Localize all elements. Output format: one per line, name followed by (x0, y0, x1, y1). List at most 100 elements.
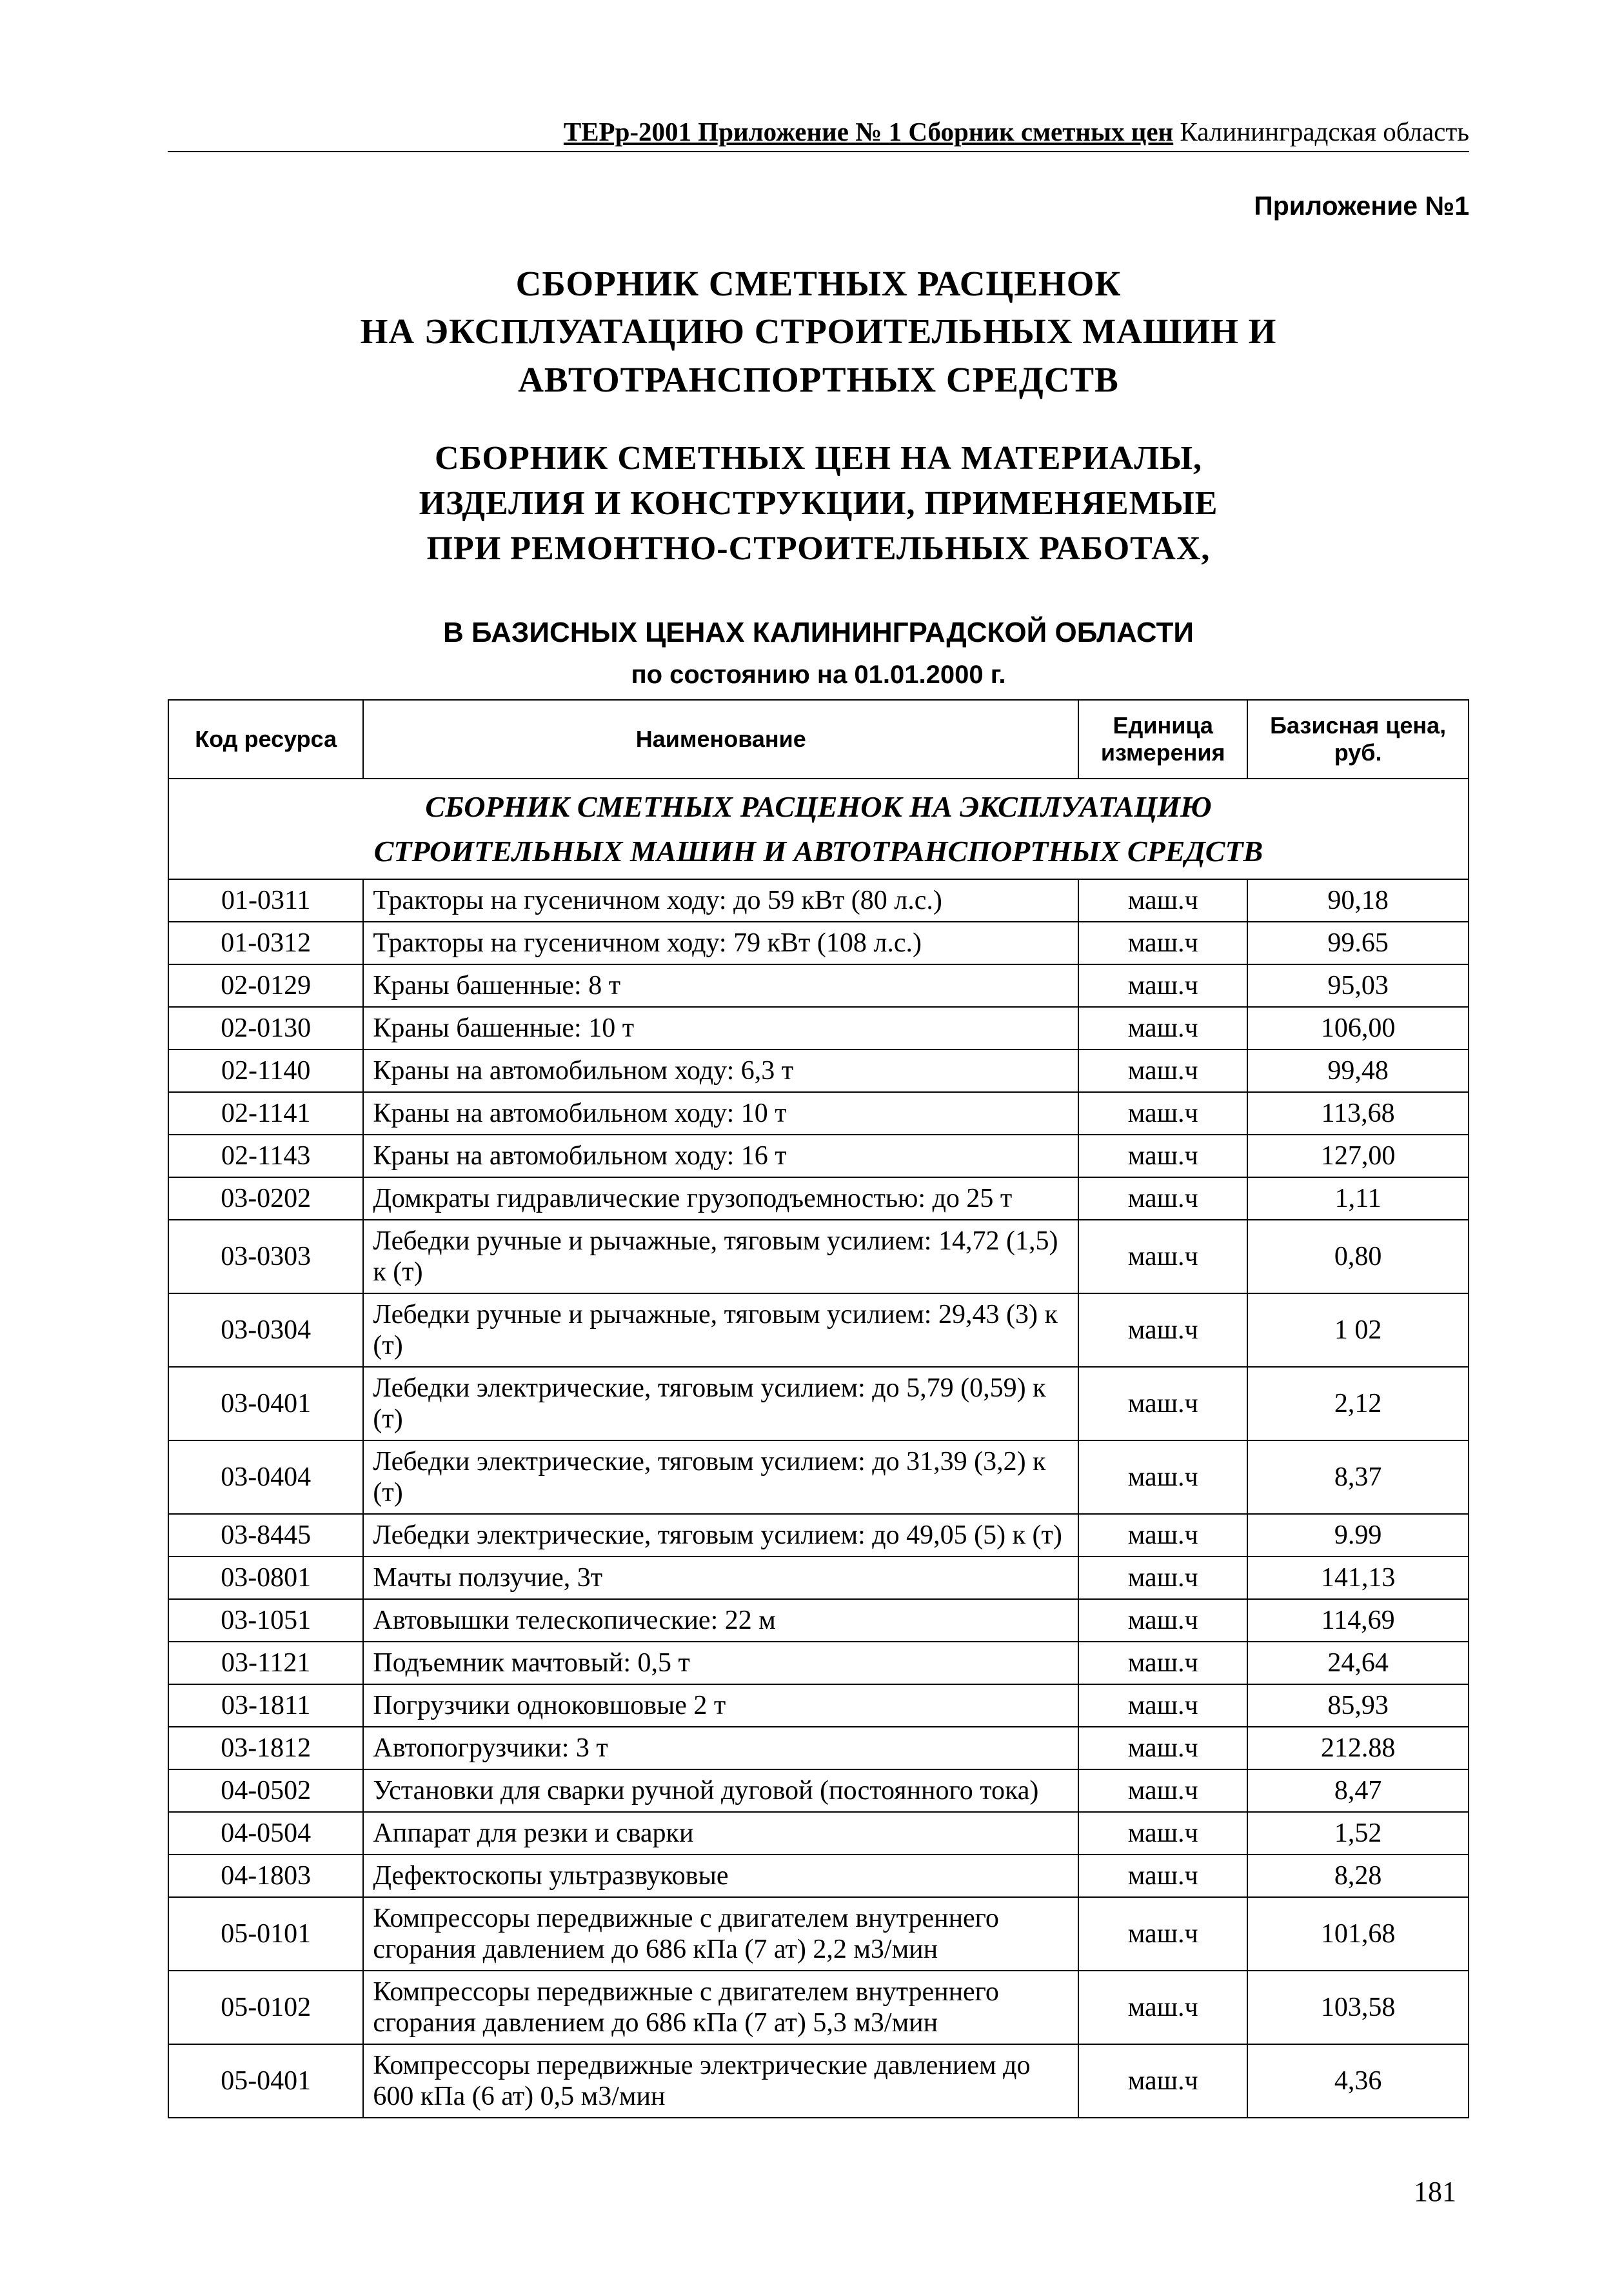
table-row: 02-1140Краны на автомобильном ходу: 6,3 … (168, 1050, 1469, 1092)
cell-code: 02-1140 (168, 1050, 363, 1092)
title2-line2: ИЗДЕЛИЯ И КОНСТРУКЦИИ, ПРИМЕНЯЕМЫЕ (168, 481, 1469, 526)
table-row: 03-1811Погрузчики одноковшовые 2 тмаш.ч8… (168, 1684, 1469, 1727)
cell-code: 03-0401 (168, 1367, 363, 1440)
cell-code: 02-0130 (168, 1007, 363, 1050)
table-row: 02-0129Краны башенные: 8 тмаш.ч95,03 (168, 964, 1469, 1007)
cell-name: Краны башенные: 10 т (363, 1007, 1078, 1050)
cell-name: Лебедки ручные и рычажные, тяговым усили… (363, 1220, 1078, 1293)
cell-name: Автопогрузчики: 3 т (363, 1727, 1078, 1769)
cell-unit: маш.ч (1078, 1092, 1247, 1135)
table-row: 03-0401Лебедки электрические, тяговым ус… (168, 1367, 1469, 1440)
cell-code: 03-1811 (168, 1684, 363, 1727)
cell-price: 141,13 (1247, 1557, 1469, 1599)
cell-unit: маш.ч (1078, 1727, 1247, 1769)
table-row: 02-0130Краны башенные: 10 тмаш.ч106,00 (168, 1007, 1469, 1050)
cell-unit: маш.ч (1078, 1599, 1247, 1642)
cell-name: Лебедки электрические, тяговым усилием: … (363, 1514, 1078, 1557)
col-code-header: Код ресурса (168, 700, 363, 779)
document-page: ТЕРр-2001 Приложение № 1 Сборник сметных… (0, 0, 1624, 2279)
table-row: 03-0202Домкраты гидравлические грузоподъ… (168, 1177, 1469, 1220)
cell-name: Лебедки электрические, тяговым усилием: … (363, 1367, 1078, 1440)
cell-name: Краны башенные: 8 т (363, 964, 1078, 1007)
cell-unit: маш.ч (1078, 1293, 1247, 1367)
cell-code: 04-0502 (168, 1769, 363, 1812)
table-row: 03-1812Автопогрузчики: 3 тмаш.ч212.88 (168, 1727, 1469, 1769)
header-plain: Калининградская область (1173, 117, 1469, 146)
cell-price: 99,48 (1247, 1050, 1469, 1092)
cell-code: 03-0404 (168, 1440, 363, 1514)
cell-unit: маш.ч (1078, 1367, 1247, 1440)
page-number: 181 (1414, 2175, 1456, 2208)
cell-price: 95,03 (1247, 964, 1469, 1007)
cell-price: 113,68 (1247, 1092, 1469, 1135)
table-row: 05-0401Компрессоры передвижные электриче… (168, 2044, 1469, 2118)
table-row: 05-0101Компрессоры передвижные с двигате… (168, 1897, 1469, 1971)
cell-price: 212.88 (1247, 1727, 1469, 1769)
cell-price: 8,28 (1247, 1855, 1469, 1897)
cell-unit: маш.ч (1078, 1971, 1247, 2044)
table-row: 03-0304Лебедки ручные и рычажные, тяговы… (168, 1293, 1469, 1367)
cell-unit: маш.ч (1078, 1007, 1247, 1050)
title1-line2: НА ЭКСПЛУАТАЦИЮ СТРОИТЕЛЬНЫХ МАШИН И (168, 308, 1469, 355)
cell-price: 0,80 (1247, 1220, 1469, 1293)
cell-price: 1,52 (1247, 1812, 1469, 1855)
table-row: 05-0102Компрессоры передвижные с двигате… (168, 1971, 1469, 2044)
cell-code: 02-0129 (168, 964, 363, 1007)
cell-name: Краны на автомобильном ходу: 6,3 т (363, 1050, 1078, 1092)
cell-unit: маш.ч (1078, 1177, 1247, 1220)
table-header-row: Код ресурса Наименование Единица измерен… (168, 700, 1469, 779)
subtitle: СБОРНИК СМЕТНЫХ ЦЕН НА МАТЕРИАЛЫ, ИЗДЕЛИ… (168, 436, 1469, 572)
cell-price: 85,93 (1247, 1684, 1469, 1727)
cell-price: 1,11 (1247, 1177, 1469, 1220)
cell-price: 8,37 (1247, 1440, 1469, 1514)
cell-unit: маш.ч (1078, 1514, 1247, 1557)
cell-unit: маш.ч (1078, 964, 1247, 1007)
cell-code: 03-0801 (168, 1557, 363, 1599)
cell-price: 9.99 (1247, 1514, 1469, 1557)
cell-code: 01-0312 (168, 922, 363, 964)
col-price-header: Базисная цена, руб. (1247, 700, 1469, 779)
cell-price: 90,18 (1247, 879, 1469, 922)
cell-name: Краны на автомобильном ходу: 16 т (363, 1135, 1078, 1177)
prices-table: Код ресурса Наименование Единица измерен… (168, 699, 1469, 2118)
table-row: 01-0312Тракторы на гусеничном ходу: 79 к… (168, 922, 1469, 964)
cell-code: 03-1051 (168, 1599, 363, 1642)
cell-price: 101,68 (1247, 1897, 1469, 1971)
cell-price: 1 02 (1247, 1293, 1469, 1367)
cell-unit: маш.ч (1078, 922, 1247, 964)
title1-line3: АВТОТРАНСПОРТНЫХ СРЕДСТВ (168, 356, 1469, 404)
table-body: СБОРНИК СМЕТНЫХ РАСЦЕНОК НА ЭКСПЛУАТАЦИЮ… (168, 779, 1469, 2118)
cell-name: Компрессоры передвижные с двигателем вну… (363, 1897, 1078, 1971)
section-header-row: СБОРНИК СМЕТНЫХ РАСЦЕНОК НА ЭКСПЛУАТАЦИЮ… (168, 779, 1469, 879)
cell-unit: маш.ч (1078, 1135, 1247, 1177)
table-row: 01-0311Тракторы на гусеничном ходу: до 5… (168, 879, 1469, 922)
cell-name: Компрессоры передвижные с двигателем вну… (363, 1971, 1078, 2044)
table-row: 03-0303Лебедки ручные и рычажные, тяговы… (168, 1220, 1469, 1293)
cell-code: 01-0311 (168, 879, 363, 922)
section-header-cell: СБОРНИК СМЕТНЫХ РАСЦЕНОК НА ЭКСПЛУАТАЦИЮ… (168, 779, 1469, 879)
cell-unit: маш.ч (1078, 1812, 1247, 1855)
attachment-label: Приложение №1 (168, 191, 1469, 221)
date-line: по состоянию на 01.01.2000 г. (168, 661, 1469, 690)
main-title: СБОРНИК СМЕТНЫХ РАСЦЕНОК НА ЭКСПЛУАТАЦИЮ… (168, 260, 1469, 404)
cell-name: Подъемник мачтовый: 0,5 т (363, 1642, 1078, 1684)
cell-code: 02-1143 (168, 1135, 363, 1177)
table-row: 03-0801Мачты ползучие, 3тмаш.ч141,13 (168, 1557, 1469, 1599)
col-unit-header: Единица измерения (1078, 700, 1247, 779)
section-header-line1: СБОРНИК СМЕТНЫХ РАСЦЕНОК НА ЭКСПЛУАТАЦИЮ (178, 784, 1459, 829)
cell-price: 99.65 (1247, 922, 1469, 964)
cell-name: Домкраты гидравлические грузоподъемность… (363, 1177, 1078, 1220)
table-row: 02-1143Краны на автомобильном ходу: 16 т… (168, 1135, 1469, 1177)
cell-unit: маш.ч (1078, 879, 1247, 922)
cell-code: 03-1121 (168, 1642, 363, 1684)
table-row: 04-0504Аппарат для резки и сваркимаш.ч1,… (168, 1812, 1469, 1855)
cell-name: Тракторы на гусеничном ходу: до 59 кВт (… (363, 879, 1078, 922)
cell-name: Дефектоскопы ультразвуковые (363, 1855, 1078, 1897)
cell-code: 02-1141 (168, 1092, 363, 1135)
table-row: 03-8445Лебедки электрические, тяговым ус… (168, 1514, 1469, 1557)
cell-code: 05-0401 (168, 2044, 363, 2118)
cell-price: 4,36 (1247, 2044, 1469, 2118)
cell-price: 8,47 (1247, 1769, 1469, 1812)
cell-code: 05-0102 (168, 1971, 363, 2044)
table-row: 04-0502Установки для сварки ручной дугов… (168, 1769, 1469, 1812)
